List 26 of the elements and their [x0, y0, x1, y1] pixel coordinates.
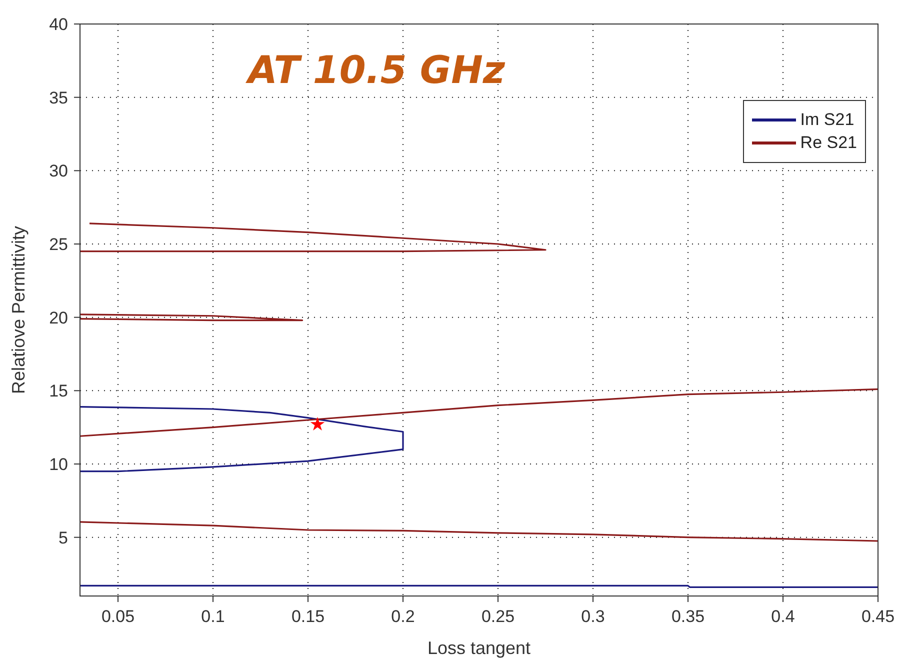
y-tick-label: 15 — [49, 382, 68, 401]
legend-label: Re S21 — [800, 133, 857, 153]
y-tick-label: 25 — [49, 235, 68, 254]
y-axis-title: Relatiove Permittivity — [8, 226, 28, 394]
line-series — [80, 406, 404, 472]
x-tick-label: 0.15 — [291, 607, 325, 626]
y-tick-label: 40 — [49, 15, 68, 34]
y-tick-label: 20 — [49, 308, 68, 328]
text: AT 10.5 GHz — [248, 48, 506, 92]
y-tick-label: 10 — [49, 455, 68, 474]
x-tick-label: 0.2 — [391, 607, 415, 626]
x-tick-label: 0.3 — [581, 607, 605, 626]
y-tick-label: 30 — [49, 162, 68, 181]
x-axis-title: Loss tangent — [427, 638, 531, 658]
x-tick-label: 0.45 — [861, 607, 895, 626]
line-series — [80, 222, 546, 252]
y-tick-label: 35 — [49, 88, 68, 108]
x-tick-label: 0.4 — [771, 607, 795, 626]
x-tick-label: 0.25 — [481, 607, 515, 626]
line-series — [80, 388, 878, 437]
legend-label: Im S21 — [800, 110, 854, 130]
y-tick-label: 5 — [58, 528, 68, 548]
x-tick-label: 0.1 — [201, 607, 225, 626]
x-tick-label: 0.35 — [671, 607, 705, 626]
x-tick-label: 0.05 — [101, 607, 135, 626]
line-series — [80, 521, 878, 542]
